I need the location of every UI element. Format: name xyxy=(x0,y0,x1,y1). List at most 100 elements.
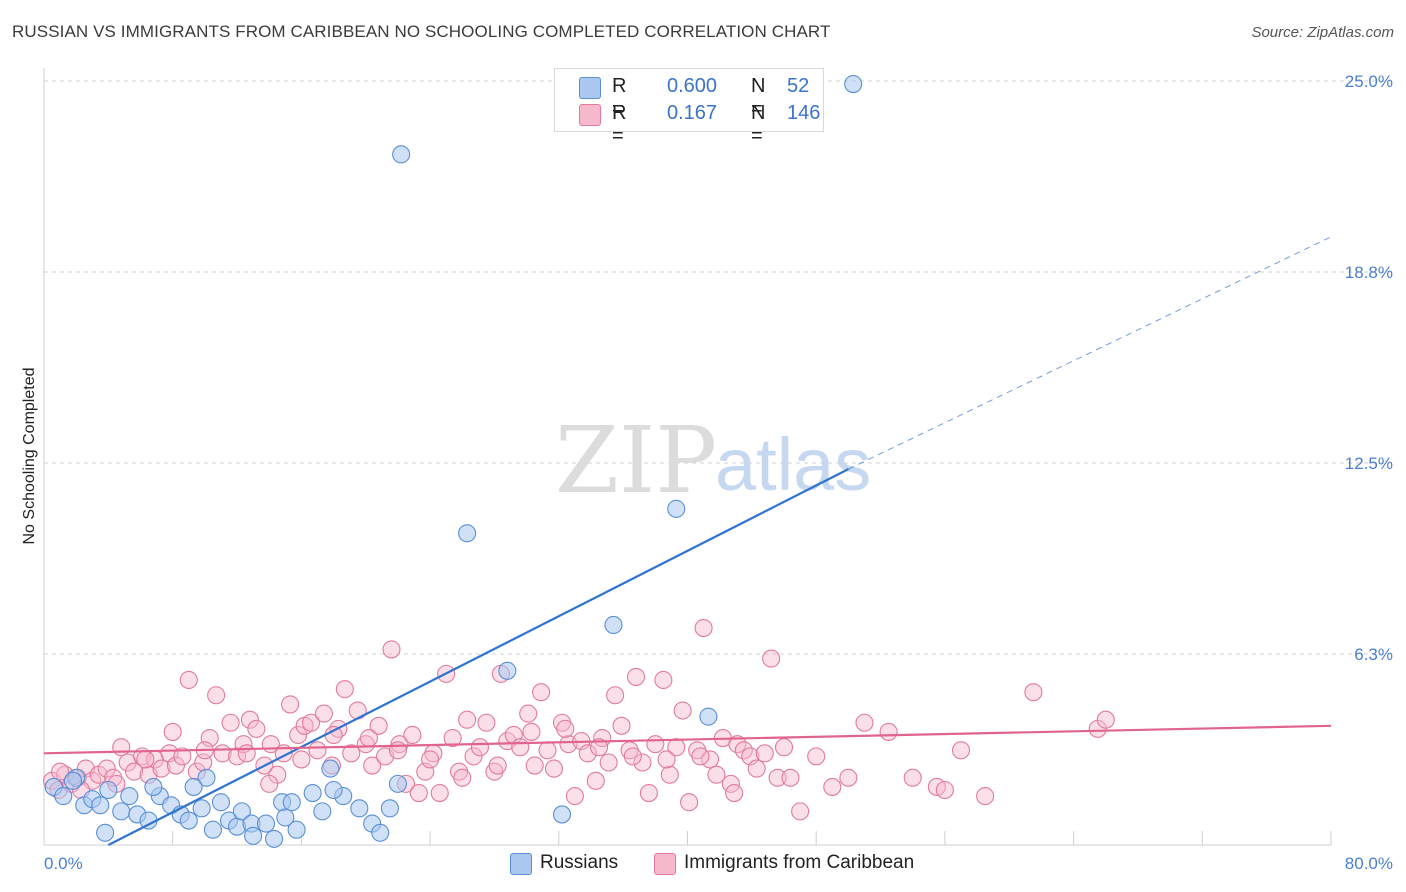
caribbean-point xyxy=(725,783,744,803)
russian-point xyxy=(667,499,686,518)
caribbean-point xyxy=(179,670,198,690)
caribbean-point xyxy=(458,710,477,729)
caribbean-point xyxy=(623,747,642,766)
caribbean-point xyxy=(152,759,171,778)
caribbean-point xyxy=(639,783,658,803)
y-tick-label: 25.0% xyxy=(1345,72,1393,91)
caribbean-point xyxy=(774,738,794,757)
watermark-zip: ZIP xyxy=(555,407,717,514)
caribbean-point xyxy=(464,747,483,766)
russian-point xyxy=(91,796,110,815)
caribbean-point xyxy=(125,762,144,781)
legend-n-value: 146 xyxy=(787,102,821,124)
caribbean-point xyxy=(421,750,440,769)
caribbean-label: Immigrants from Caribbean xyxy=(684,852,915,873)
caribbean-point xyxy=(903,768,922,787)
caribbean-point xyxy=(237,744,256,763)
caribbean-point xyxy=(359,728,379,748)
caribbean-point xyxy=(97,759,116,778)
caribbean-point xyxy=(612,716,631,735)
russian-point xyxy=(112,802,131,821)
axes-layer xyxy=(43,68,1332,846)
caribbean-point xyxy=(112,738,131,757)
y-tick-label: 18.8% xyxy=(1345,263,1393,282)
russian-point xyxy=(120,787,139,806)
grid-layer xyxy=(44,80,1392,655)
caribbean-point xyxy=(781,768,800,787)
caribbean-point xyxy=(556,719,575,738)
caribbean-point xyxy=(409,783,428,803)
caribbean-point xyxy=(388,741,407,760)
russian-points xyxy=(44,75,863,848)
caribbean-point xyxy=(855,713,874,732)
caribbean-point xyxy=(289,725,308,745)
legend-r-label: R = xyxy=(612,75,627,120)
caribbean-point xyxy=(166,756,185,775)
caribbean-point xyxy=(302,713,321,732)
caribbean-point xyxy=(879,722,898,741)
russians-swatch xyxy=(510,853,532,875)
russian-point xyxy=(392,145,411,164)
russian-point xyxy=(54,787,73,806)
russian-point xyxy=(276,808,295,827)
russian-point xyxy=(287,820,306,839)
caribbean-point xyxy=(163,722,182,741)
caribbean-trend-line xyxy=(43,724,1332,755)
caribbean-point xyxy=(544,759,564,778)
caribbean-point xyxy=(626,667,646,686)
caribbean-point xyxy=(586,771,605,790)
caribbean-point xyxy=(951,741,971,760)
russian-point xyxy=(844,75,863,94)
caribbean-point xyxy=(511,738,530,757)
caribbean-point xyxy=(522,722,541,741)
russian-point xyxy=(144,777,163,796)
russian-point xyxy=(604,615,623,635)
caribbean-point xyxy=(221,713,240,732)
legend-r-value: 0.167 xyxy=(666,102,718,124)
legend-n-value: 52 xyxy=(787,75,810,97)
caribbean-point xyxy=(565,787,584,806)
caribbean-point xyxy=(308,741,327,760)
caribbean-point xyxy=(633,753,652,772)
legend-r-label: R = xyxy=(612,102,627,147)
legend-r-value: 0.600 xyxy=(666,75,718,97)
caribbean-point xyxy=(363,756,382,775)
russian-point xyxy=(699,707,718,726)
x-tick-label: 80.0% xyxy=(1345,854,1393,873)
caribbean-swatch xyxy=(654,853,676,875)
caribbean-point xyxy=(477,713,496,732)
caribbean-point xyxy=(136,750,155,769)
russian-point xyxy=(282,793,301,812)
caribbean-point xyxy=(342,744,361,763)
russian-point xyxy=(265,829,284,848)
caribbean-point xyxy=(654,670,673,690)
series-legend: Russians Immigrants from Caribbean xyxy=(0,852,1406,878)
caribbean-point xyxy=(51,762,70,781)
caribbean-point xyxy=(430,783,449,803)
caribbean-point xyxy=(292,750,311,769)
caribbean-point xyxy=(700,750,720,769)
source-credit: Source: ZipAtlas.com xyxy=(1251,24,1394,41)
russian-point xyxy=(498,661,517,680)
russian-point xyxy=(552,805,572,824)
russian-point xyxy=(63,771,83,790)
caribbean-point xyxy=(1096,710,1115,729)
caribbean-point xyxy=(240,710,259,729)
russian-point xyxy=(192,799,211,818)
caribbean-point xyxy=(791,802,810,821)
caribbean-point xyxy=(453,768,472,787)
russian-point xyxy=(350,799,369,818)
caribbean-point xyxy=(673,701,692,720)
russian-point xyxy=(313,802,332,821)
y-axis-title: No Schooling Completed xyxy=(21,368,38,545)
russian-trend-extension xyxy=(848,236,1332,470)
caribbean-point xyxy=(390,735,409,754)
y-tick-label: 12.5% xyxy=(1345,454,1393,473)
russian-point xyxy=(371,823,390,842)
caribbean-point xyxy=(470,738,490,757)
caribbean-point xyxy=(538,741,557,760)
russian-point xyxy=(96,823,115,842)
caribbean-point xyxy=(667,738,686,757)
caribbean-point xyxy=(707,765,726,784)
